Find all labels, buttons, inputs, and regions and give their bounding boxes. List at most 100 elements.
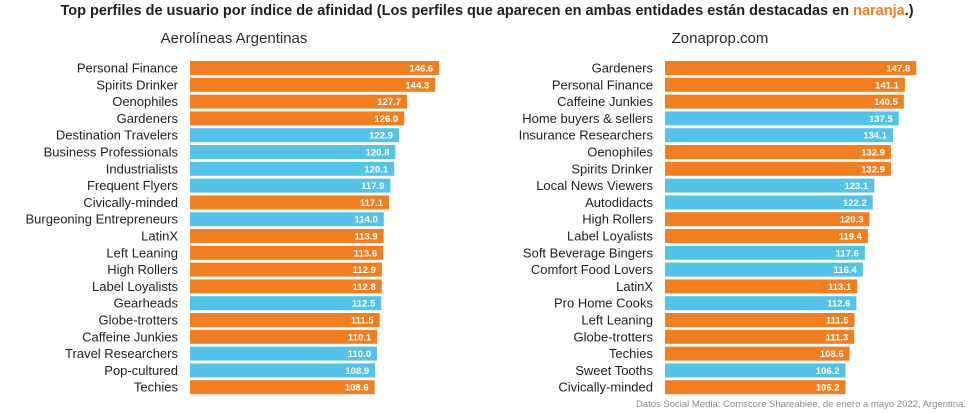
zonaprop-value-label: 132.9	[861, 164, 885, 175]
zonaprop-value-label: 134.1	[863, 131, 887, 142]
aerolineas-category-label: Label Loyalists	[92, 279, 178, 294]
zonaprop-value-label: 106.2	[816, 383, 840, 394]
zonaprop-bar	[665, 296, 857, 311]
aerolineas-bar	[190, 245, 384, 260]
aerolineas-category-label: Left Leaning	[106, 245, 178, 260]
aerolineas-value-label: 113.6	[354, 248, 377, 259]
zonaprop-category-label: Insurance Researchers	[519, 128, 654, 143]
aerolineas-bar	[190, 94, 408, 109]
aerolineas-value-label: 112.5	[352, 299, 376, 310]
aerolineas-category-label: Travel Researchers	[65, 346, 178, 361]
aerolineas-bar	[190, 262, 382, 277]
zonaprop-bar	[665, 229, 868, 243]
aerolineas-value-label: 110.0	[348, 349, 371, 360]
zonaprop-category-label: Caffeine Junkies	[557, 94, 653, 109]
aerolineas-value-label: 110.1	[348, 332, 372, 343]
aerolineas-bar	[190, 380, 375, 395]
source-footnote: Datos Social Media: Comscore Shareablee,…	[635, 399, 966, 410]
zonaprop-category-label: Soft Beverage Bingers	[523, 245, 654, 260]
aerolineas-value-label: 120.8	[366, 148, 390, 159]
zonaprop-value-label: 137.5	[869, 114, 893, 125]
aerolineas-bar	[190, 195, 390, 210]
aerolineas-value-label: 127.7	[377, 97, 401, 108]
aerolineas-value-label: 108.9	[345, 366, 369, 377]
aerolineas-bar	[190, 279, 382, 294]
zonaprop-category-label: Local News Viewers	[536, 178, 653, 193]
zonaprop-bar	[665, 128, 893, 143]
zonaprop-category-label: Pro Home Cooks	[554, 296, 653, 311]
title-text-pre: Top perfiles de usuario por índice de af…	[60, 3, 854, 19]
aerolineas-chart-title: Aerolíneas Argentinas	[161, 30, 308, 47]
zonaprop-bar	[665, 313, 855, 327]
aerolineas-category-label: Gardeners	[117, 111, 179, 126]
aerolineas-category-label: Caffeine Junkies	[82, 329, 178, 344]
zonaprop-value-label: 116.4	[834, 265, 858, 276]
aerolineas-bar	[190, 128, 399, 143]
aerolineas-value-label: 120.1	[364, 164, 388, 175]
zonaprop-bar	[665, 61, 917, 75]
aerolineas-bar	[190, 346, 377, 361]
zonaprop-value-label: 132.9	[861, 148, 885, 159]
aerolineas-category-label: Burgeoning Entrepreneurs	[26, 212, 179, 227]
zonaprop-bar	[665, 363, 846, 378]
zonaprop-chart: Zonaprop.com Gardeners 147.8 Personal Finan…	[519, 30, 917, 395]
aerolineas-bar	[190, 329, 378, 344]
aerolineas-category-label: Techies	[134, 380, 179, 395]
aerolineas-bar	[190, 145, 396, 159]
aerolineas-category-label: Civically-minded	[83, 195, 178, 210]
zonaprop-category-label: Gardeners	[592, 61, 654, 76]
zonaprop-category-label: Personal Finance	[552, 77, 653, 92]
zonaprop-category-label: Label Loyalists	[567, 229, 653, 244]
aerolineas-value-label: 108.6	[345, 383, 369, 394]
aerolineas-bar	[190, 313, 380, 327]
zonaprop-value-label: 120.3	[840, 215, 864, 226]
zonaprop-value-label: 122.2	[843, 198, 867, 209]
zonaprop-bar	[665, 279, 858, 294]
aerolineas-category-label: Spirits Drinker	[96, 77, 178, 92]
zonaprop-value-label: 108.6	[820, 349, 844, 360]
zonaprop-value-label: 140.5	[874, 97, 898, 108]
zonaprop-category-label: High Rollers	[582, 212, 653, 227]
zonaprop-category-label: Comfort Food Lovers	[531, 262, 654, 277]
chart-header-title: Top perfiles de usuario por índice de af…	[0, 3, 974, 19]
aerolineas-bar	[190, 229, 384, 243]
zonaprop-bar	[665, 380, 846, 395]
aerolineas-category-label: Destination Travelers	[56, 128, 179, 143]
zonaprop-bar	[665, 111, 899, 126]
aerolineas-value-label: 146.6	[409, 64, 433, 75]
aerolineas-bar	[190, 212, 384, 227]
aerolineas-category-label: Personal Finance	[77, 61, 178, 76]
aerolineas-value-label: 112.9	[353, 265, 376, 276]
zonaprop-value-label: 117.6	[836, 248, 859, 259]
zonaprop-value-label: 111.5	[826, 316, 849, 327]
zonaprop-category-label: Civically-minded	[558, 380, 653, 395]
zonaprop-bar	[665, 245, 865, 260]
zonaprop-bar	[665, 161, 891, 176]
zonaprop-value-label: 111.3	[825, 332, 848, 343]
zonaprop-bar	[665, 262, 863, 277]
aerolineas-chart: Aerolíneas Argentinas Personal Finance 146…	[26, 30, 440, 395]
aerolineas-bar	[190, 178, 391, 193]
aerolineas-category-label: Oenophiles	[112, 94, 178, 109]
zonaprop-value-label: 141.1	[875, 80, 899, 91]
aerolineas-value-label: 113.9	[354, 232, 377, 243]
zonaprop-value-label: 112.6	[827, 299, 850, 310]
zonaprop-bar	[665, 346, 850, 361]
aerolineas-value-label: 122.9	[369, 131, 393, 142]
zonaprop-category-label: Home buyers & sellers	[522, 111, 653, 126]
zonaprop-category-label: LatinX	[616, 279, 653, 294]
zonaprop-bar	[665, 145, 891, 159]
zonaprop-value-label: 123.1	[844, 181, 868, 192]
zonaprop-bar	[665, 329, 855, 344]
aerolineas-bar	[190, 77, 436, 92]
zonaprop-category-label: Spirits Drinker	[571, 161, 653, 176]
zonaprop-bar	[665, 94, 904, 109]
aerolineas-category-label: High Rollers	[107, 262, 178, 277]
aerolineas-value-label: 111.5	[351, 316, 374, 327]
title-text-post: .)	[904, 3, 914, 19]
aerolineas-category-label: Globe-trotters	[99, 313, 179, 328]
aerolineas-value-label: 112.8	[353, 282, 376, 293]
aerolineas-value-label: 117.1	[360, 198, 384, 209]
title-highlight-word: naranja	[853, 3, 905, 19]
